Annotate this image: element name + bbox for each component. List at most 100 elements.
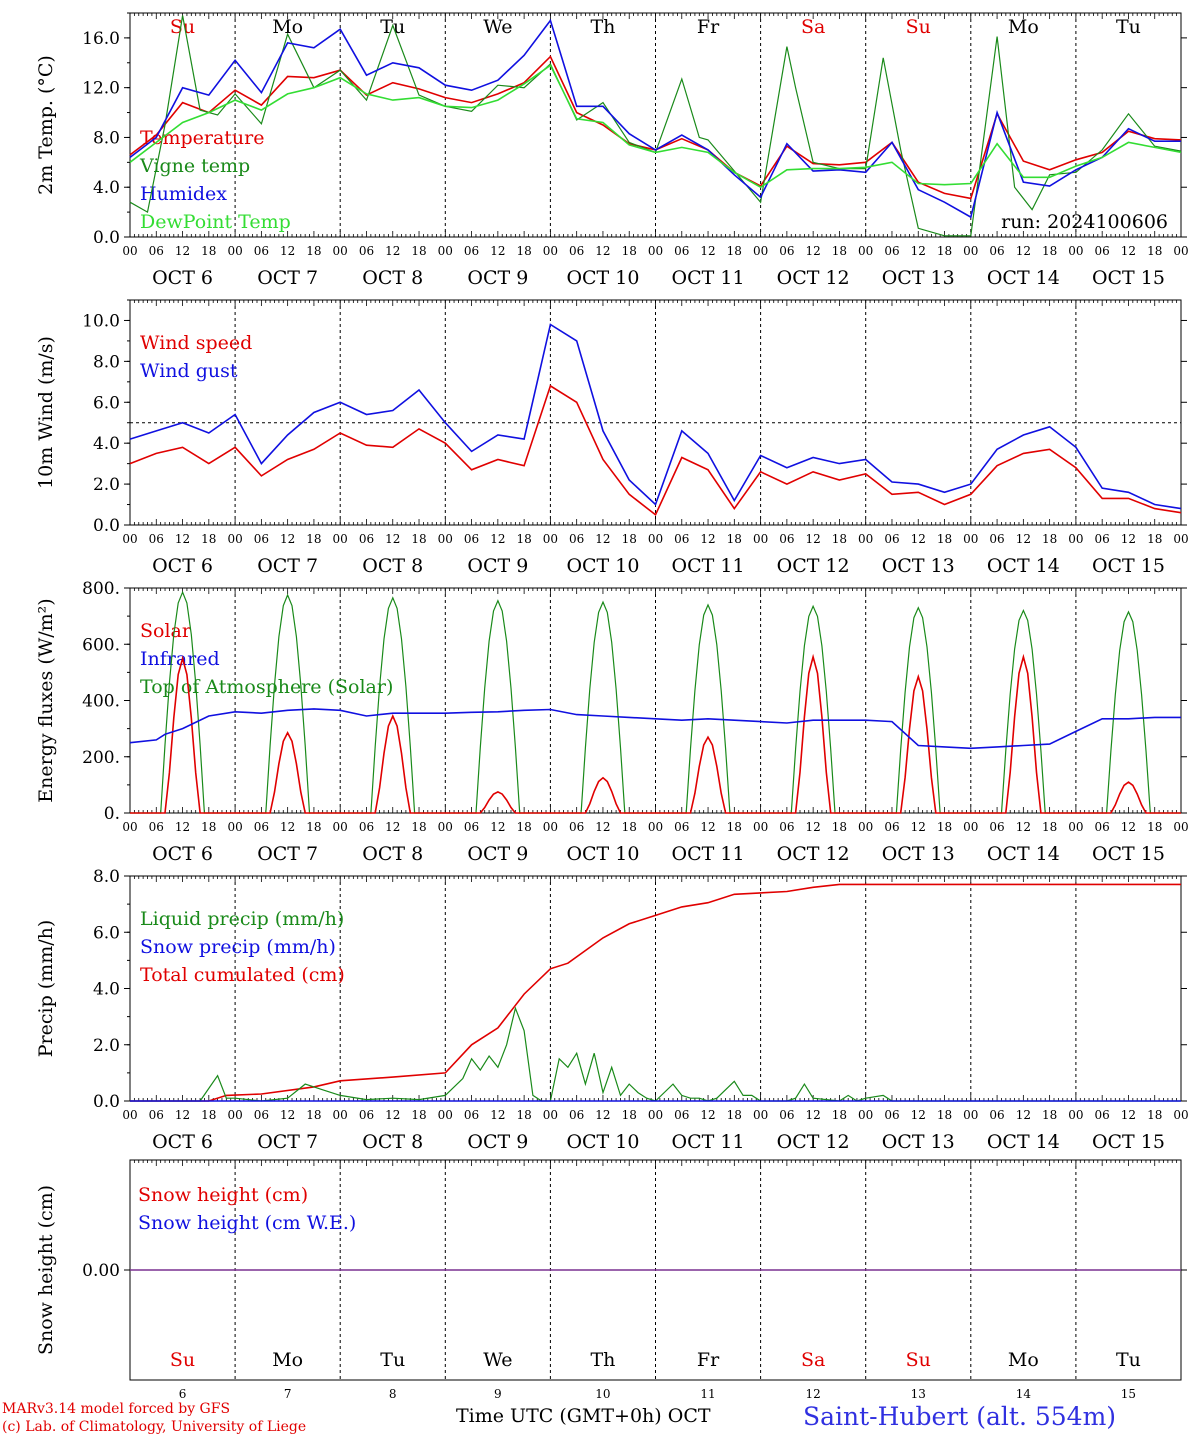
legend-entry: Wind speed xyxy=(140,332,252,354)
hour-tick-label: 00 xyxy=(648,532,663,546)
hour-tick-label: 12 xyxy=(385,1108,400,1122)
hour-tick-label: 18 xyxy=(937,244,952,258)
hour-tick-label: 12 xyxy=(280,244,295,258)
hour-tick-label: 12 xyxy=(1016,244,1031,258)
hour-tick-label: 00 xyxy=(1173,244,1188,258)
hour-tick-label: 18 xyxy=(937,1108,952,1122)
day-number-label: 12 xyxy=(806,1387,821,1400)
y-tick-label: 2.0 xyxy=(93,1036,120,1056)
y-tick-label: 600. xyxy=(82,635,120,655)
hour-tick-label: 18 xyxy=(516,1108,531,1122)
hour-tick-label: 00 xyxy=(122,820,137,834)
legend-entry: Top of Atmosphere (Solar) xyxy=(140,676,393,698)
hour-tick-label: 00 xyxy=(858,532,873,546)
day-number-label: 13 xyxy=(911,1387,926,1400)
day-label: OCT 11 xyxy=(672,267,745,289)
hour-tick-label: 18 xyxy=(1147,244,1162,258)
hour-tick-label: 00 xyxy=(122,1108,137,1122)
hour-tick-label: 12 xyxy=(911,532,926,546)
y-tick-label: 4.0 xyxy=(93,434,120,454)
hour-tick-label: 00 xyxy=(963,820,978,834)
hour-tick-label: 00 xyxy=(438,244,453,258)
hour-tick-label: 18 xyxy=(832,532,847,546)
hour-tick-label: 12 xyxy=(700,244,715,258)
hour-tick-label: 18 xyxy=(622,532,637,546)
hour-tick-label: 12 xyxy=(911,820,926,834)
hour-tick-label: 06 xyxy=(779,1108,794,1122)
legend-entry: Humidex xyxy=(140,183,227,205)
hour-tick-label: 18 xyxy=(201,1108,216,1122)
liquid-precip-mm-h-line xyxy=(130,1006,1181,1102)
day-label: OCT 14 xyxy=(987,267,1060,289)
hour-tick-label: 00 xyxy=(858,820,873,834)
day-label: OCT 8 xyxy=(362,555,423,577)
hour-tick-label: 12 xyxy=(1016,1108,1031,1122)
y-tick-label: 200. xyxy=(82,748,120,768)
plot-frame xyxy=(129,299,1182,526)
hour-tick-label: 00 xyxy=(753,244,768,258)
y-tick-label: 800. xyxy=(82,579,120,599)
hour-tick-label: 06 xyxy=(254,820,269,834)
y-axis-label: Energy fluxes (W/m²) xyxy=(35,598,57,802)
hour-tick-label: 12 xyxy=(280,820,295,834)
weekday-label: Th xyxy=(590,1349,615,1371)
day-label: OCT 15 xyxy=(1092,1131,1165,1153)
hour-tick-label: 00 xyxy=(227,1108,242,1122)
day-label: OCT 11 xyxy=(672,843,745,865)
day-label: OCT 11 xyxy=(672,555,745,577)
weekday-label: Th xyxy=(590,16,615,38)
hour-tick-label: 06 xyxy=(674,820,689,834)
day-label: OCT 7 xyxy=(257,1131,318,1153)
legend-entry: Snow height (cm) xyxy=(138,1184,308,1206)
hour-tick-label: 12 xyxy=(806,532,821,546)
hour-tick-label: 00 xyxy=(858,1108,873,1122)
hour-tick-label: 00 xyxy=(753,820,768,834)
y-axis-label: Precip (mm/h) xyxy=(35,920,57,1058)
y-tick-label: 6.0 xyxy=(93,923,120,943)
hour-tick-label: 12 xyxy=(280,532,295,546)
hour-tick-label: 12 xyxy=(595,820,610,834)
hour-tick-label: 12 xyxy=(1016,532,1031,546)
day-label: OCT 13 xyxy=(882,1131,955,1153)
weekday-label: Fr xyxy=(697,16,720,38)
plot-frame xyxy=(129,12,1182,238)
hour-tick-label: 18 xyxy=(832,1108,847,1122)
hour-tick-label: 18 xyxy=(516,820,531,834)
hour-tick-label: 12 xyxy=(1121,532,1136,546)
y-tick-label: 2.0 xyxy=(93,475,120,495)
weekday-label: Su xyxy=(906,1349,931,1371)
hour-tick-label: 12 xyxy=(700,532,715,546)
y-tick-label: 10.0 xyxy=(82,311,120,331)
wind-gust-line xyxy=(129,323,1182,510)
legend-entry: Temperature xyxy=(140,127,264,149)
hour-tick-label: 06 xyxy=(1095,820,1110,834)
day-label: OCT 7 xyxy=(257,267,318,289)
legend-entry: Infrared xyxy=(140,648,220,670)
hour-tick-label: 00 xyxy=(648,244,663,258)
day-label: OCT 15 xyxy=(1092,555,1165,577)
hour-tick-label: 06 xyxy=(1095,244,1110,258)
weekday-label: We xyxy=(483,1349,512,1371)
hour-tick-label: 18 xyxy=(411,532,426,546)
hour-tick-label: 06 xyxy=(464,244,479,258)
day-number-label: 10 xyxy=(595,1387,610,1400)
hour-tick-label: 06 xyxy=(884,244,899,258)
model-credit: MARv3.14 model forced by GFS xyxy=(2,1401,231,1417)
hour-tick-label: 06 xyxy=(464,1108,479,1122)
hour-tick-label: 06 xyxy=(884,532,899,546)
hour-tick-label: 12 xyxy=(700,820,715,834)
hour-tick-label: 18 xyxy=(727,820,742,834)
hour-tick-label: 12 xyxy=(595,532,610,546)
hour-tick-label: 00 xyxy=(333,244,348,258)
hour-tick-label: 12 xyxy=(595,1108,610,1122)
weekday-label: Su xyxy=(170,16,195,38)
time-axis-text: Time UTC (GMT+0h) xyxy=(456,1405,662,1427)
hour-tick-label: 00 xyxy=(1173,532,1188,546)
day-label: OCT 12 xyxy=(777,555,850,577)
day-label: OCT 9 xyxy=(467,555,528,577)
hour-tick-label: 00 xyxy=(648,820,663,834)
hour-tick-label: 06 xyxy=(464,820,479,834)
legend-entry: Snow precip (mm/h) xyxy=(140,936,336,958)
hour-tick-label: 06 xyxy=(1095,532,1110,546)
